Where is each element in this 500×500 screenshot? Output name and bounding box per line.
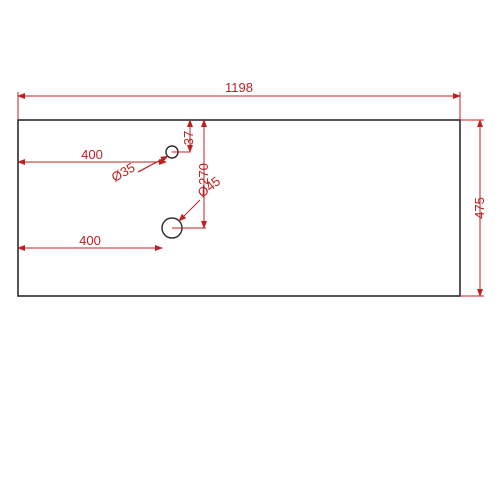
dim-height-total: 475 [472, 197, 487, 219]
dimensions-group: 119847540040027037Ø35Ø45 [18, 80, 487, 296]
technical-drawing: 119847540040027037Ø35Ø45 [0, 0, 500, 500]
dim-37: 37 [181, 131, 196, 145]
dim-upper-400: 400 [81, 147, 103, 162]
dim-lower-400: 400 [79, 233, 101, 248]
dim-dia-35: Ø35 [109, 160, 138, 185]
dim-width-total: 1198 [225, 80, 253, 95]
